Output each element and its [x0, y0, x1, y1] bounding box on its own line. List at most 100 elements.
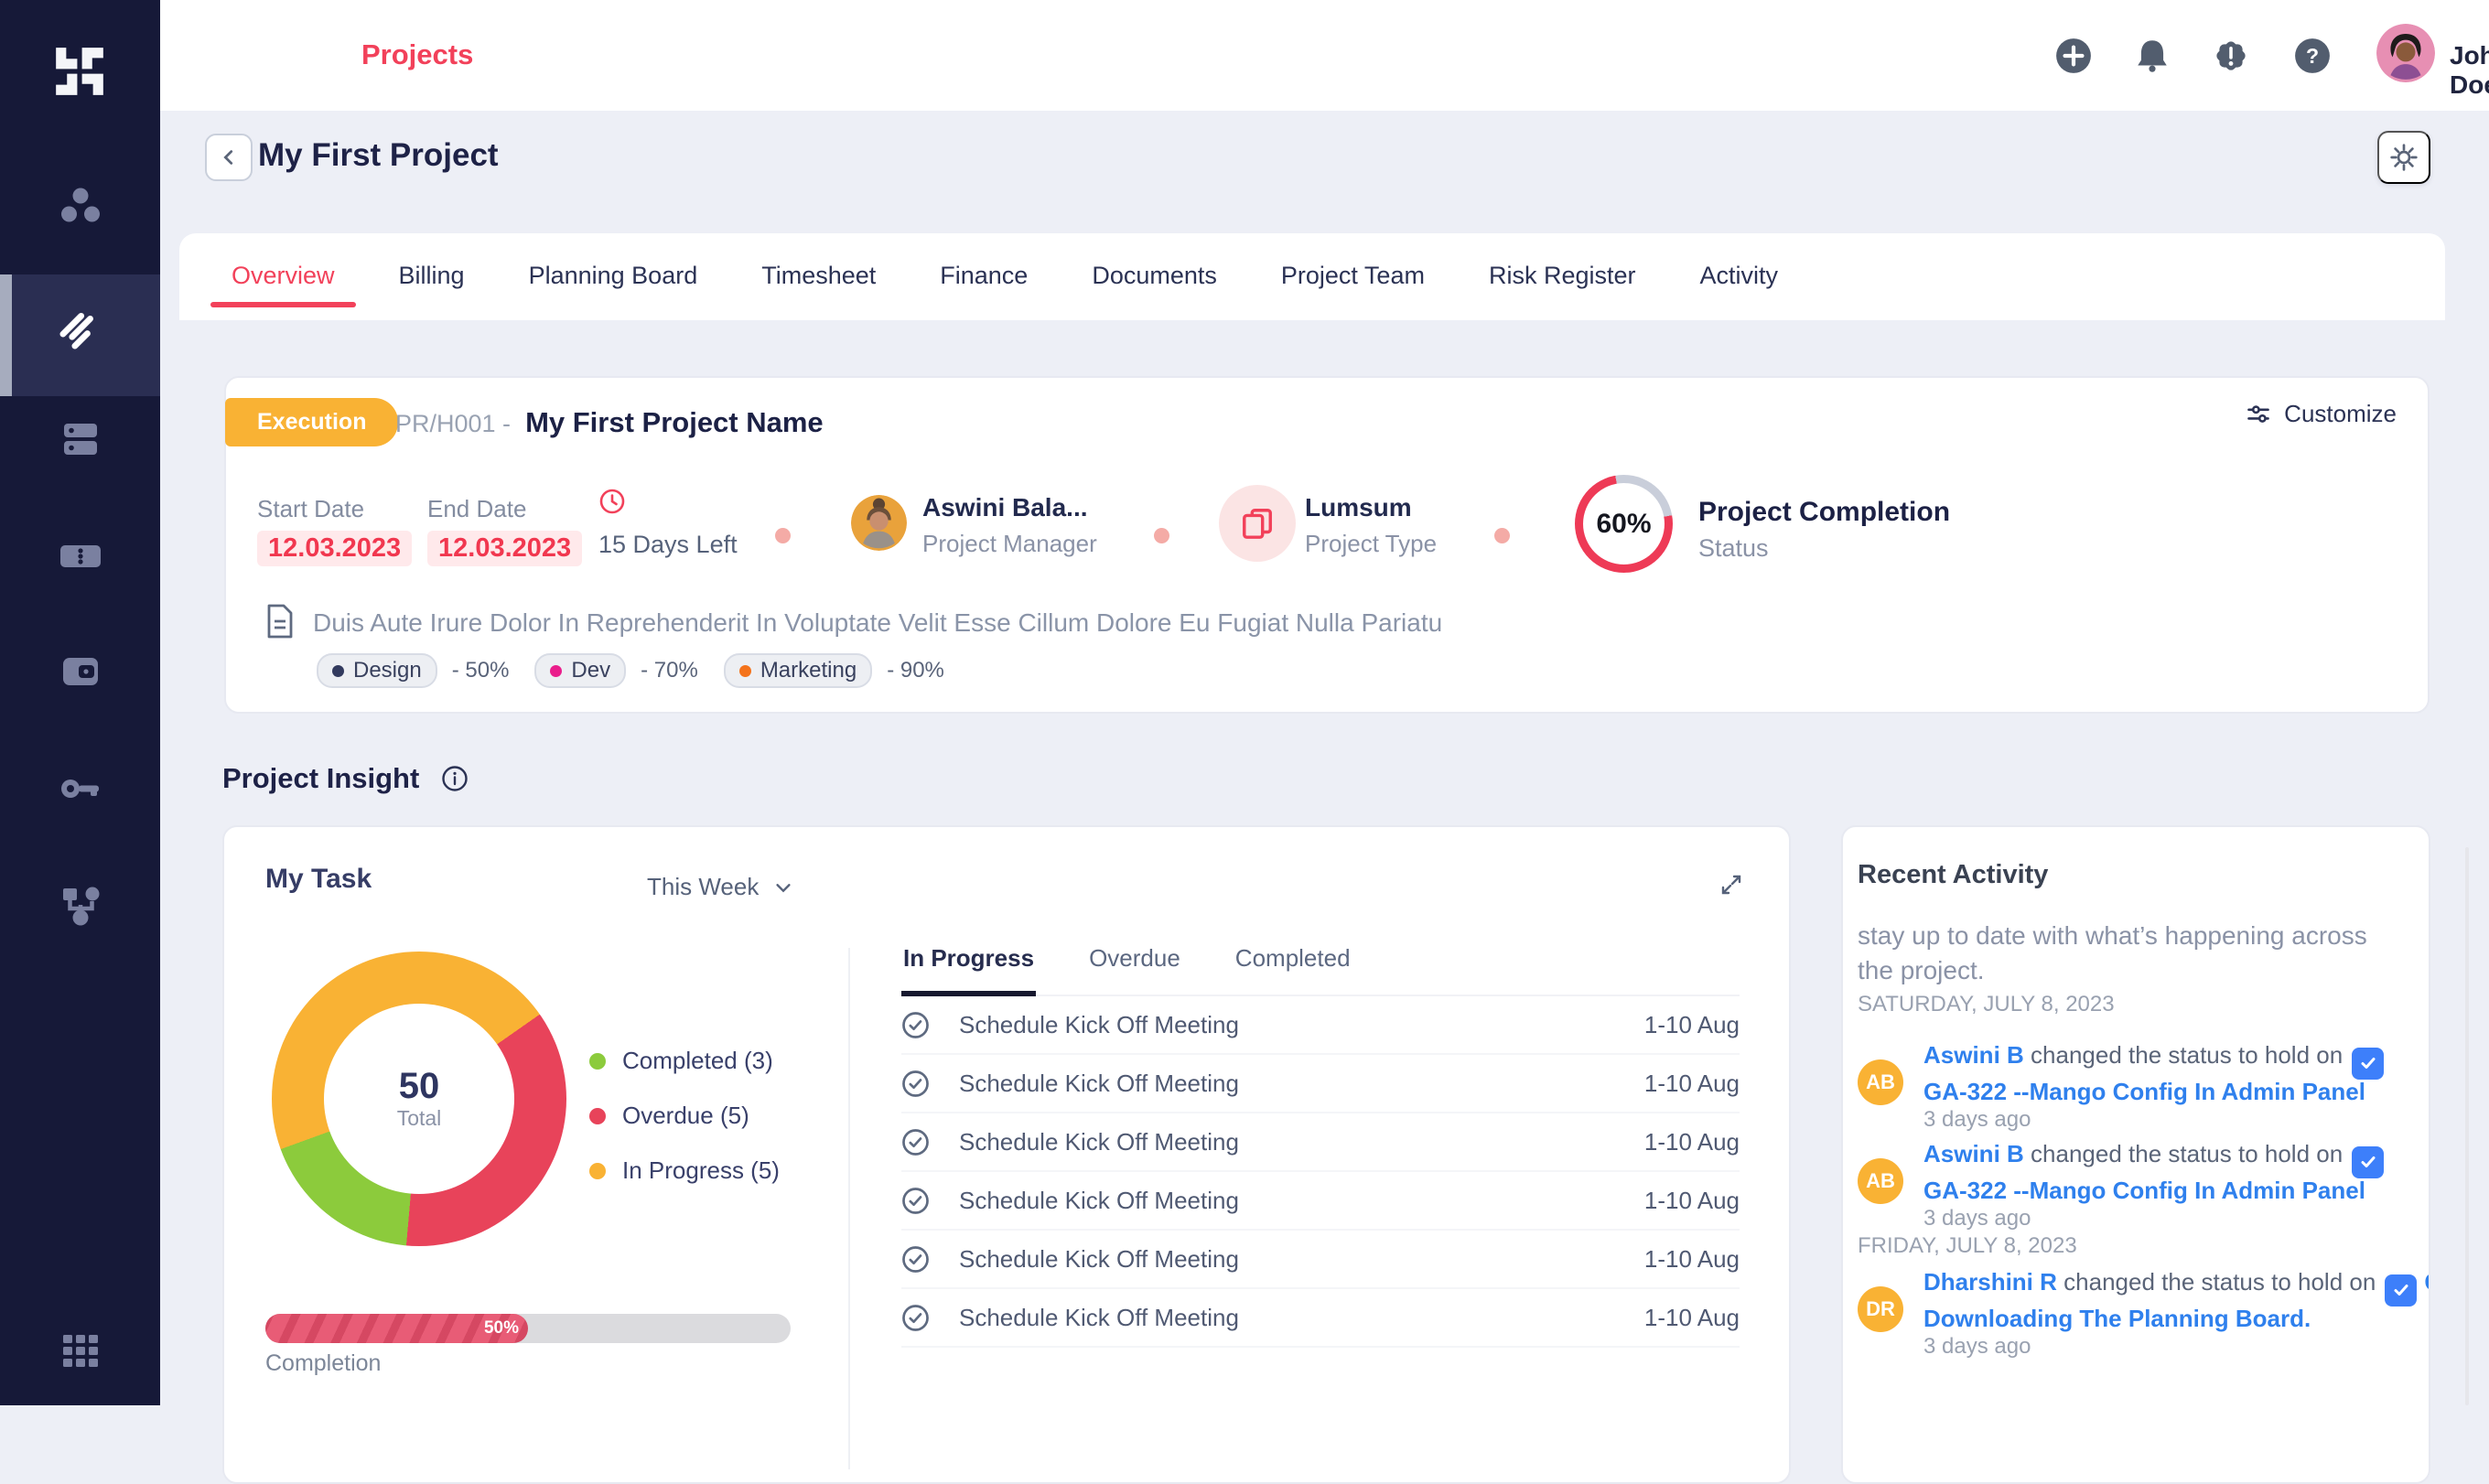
check-circle-icon[interactable]: [901, 1304, 930, 1332]
user-avatar[interactable]: [2376, 24, 2435, 82]
tab-project-team[interactable]: Project Team: [1280, 262, 1425, 289]
recent-activity-card: Recent Activity stay up to date with wha…: [1841, 825, 2430, 1484]
list-tab-overdue[interactable]: Overdue: [1089, 944, 1180, 972]
activity-action: changed the status to hold on: [2031, 1041, 2344, 1069]
list-tab-completed[interactable]: Completed: [1234, 944, 1351, 972]
sidebar-item-apps-grid-icon[interactable]: [0, 1328, 160, 1373]
check-circle-icon[interactable]: [901, 1011, 930, 1039]
task-row[interactable]: Schedule Kick Off Meeting 1-10 Aug: [901, 1055, 1740, 1113]
insight-title: Project Insight: [222, 762, 420, 794]
tab-documents[interactable]: Documents: [1092, 262, 1217, 289]
activity-link[interactable]: Downloading The Planning Board.: [1923, 1305, 2311, 1332]
tab-risk-register[interactable]: Risk Register: [1488, 262, 1636, 289]
sidebar-item-teams-icon[interactable]: [0, 182, 160, 230]
tab-planning-board[interactable]: Planning Board: [528, 262, 698, 289]
activity-link[interactable]: GA-322 --Mango Config In Admin Panel: [1923, 1078, 2365, 1105]
list-tab-in-progress[interactable]: In Progress: [901, 944, 1037, 996]
document-icon: [265, 603, 295, 644]
separator-dot: [1494, 528, 1510, 543]
sidebar: [0, 0, 160, 1405]
info-icon[interactable]: [441, 765, 469, 792]
scrollbar[interactable]: [2465, 847, 2469, 1405]
end-date-label: End Date: [427, 495, 527, 522]
tag-design[interactable]: Design: [317, 653, 437, 688]
task-row[interactable]: Schedule Kick Off Meeting 1-10 Aug: [901, 1231, 1740, 1289]
user-name[interactable]: John Doe: [2450, 41, 2489, 99]
project-code: PR/H001 -: [395, 410, 512, 437]
tab-finance[interactable]: Finance: [940, 262, 1029, 289]
activity-avatar: AB: [1858, 1059, 1903, 1105]
tab-overview[interactable]: Overview: [199, 233, 367, 320]
sidebar-item-tickets-icon[interactable]: [0, 532, 160, 581]
back-button[interactable]: [205, 134, 253, 181]
activity-actor[interactable]: Dharshini R: [1923, 1268, 2057, 1296]
activity-link[interactable]: GA-322 --Mango Config In Admin Panel: [1923, 1177, 2365, 1204]
tab-activity[interactable]: Activity: [1699, 262, 1779, 289]
activity-suffix[interactable]: GA: [2424, 1268, 2429, 1296]
customize-button[interactable]: Customize: [2246, 400, 2397, 428]
progress-fill: 50%: [265, 1314, 528, 1343]
task-list-tabs: In Progress Overdue Completed: [901, 944, 1740, 996]
progress-value: 50%: [483, 1318, 519, 1338]
sidebar-item-projects-icon[interactable]: [0, 302, 160, 355]
week-filter-dropdown[interactable]: This Week: [647, 873, 793, 901]
activity-item[interactable]: DR Dharshini R changed the status to hol…: [1858, 1268, 2429, 1367]
completion-sublabel: Status: [1698, 534, 1769, 562]
legend-dot: [589, 1162, 606, 1179]
task-row[interactable]: Schedule Kick Off Meeting 1-10 Aug: [901, 1113, 1740, 1172]
activity-item[interactable]: AB Aswini B changed the status to hold o…: [1858, 1041, 2429, 1140]
project-title-row: PR/H001 - My First Project Name: [395, 406, 824, 439]
project-manager-name: Aswini Bala...: [922, 493, 1088, 522]
tag-dev[interactable]: Dev: [534, 653, 627, 688]
start-date-label: Start Date: [257, 495, 365, 522]
activity-date-group: FRIDAY, JULY 8, 2023: [1858, 1233, 2077, 1258]
sidebar-item-servers-icon[interactable]: [0, 415, 160, 463]
task-row[interactable]: Schedule Kick Off Meeting 1-10 Aug: [901, 996, 1740, 1055]
tag-dot: [332, 664, 344, 677]
sidebar-item-hierarchy-icon[interactable]: [0, 881, 160, 929]
tab-billing[interactable]: Billing: [398, 262, 465, 289]
task-row[interactable]: Schedule Kick Off Meeting 1-10 Aug: [901, 1289, 1740, 1348]
tag-design-pct: - 50%: [451, 658, 510, 683]
alerts-badge-icon[interactable]: [2212, 37, 2250, 75]
page-title: My First Project: [258, 137, 499, 173]
expand-icon[interactable]: [1719, 873, 1743, 901]
tab-timesheet[interactable]: Timesheet: [761, 262, 877, 289]
completion-ring-value: 60%: [1596, 508, 1652, 539]
sidebar-item-wallet-icon[interactable]: [0, 648, 160, 695]
sidebar-item-access-key-icon[interactable]: [0, 765, 160, 812]
check-circle-icon[interactable]: [901, 1245, 930, 1274]
project-manager-avatar: [851, 495, 907, 551]
project-type-icon-wrap: [1219, 485, 1296, 562]
tag-dev-pct: - 70%: [641, 658, 698, 683]
check-circle-icon[interactable]: [901, 1128, 930, 1156]
add-icon[interactable]: [2054, 37, 2093, 75]
legend-overdue: Overdue (5): [589, 1102, 780, 1130]
tag-marketing[interactable]: Marketing: [723, 653, 873, 688]
help-icon[interactable]: ?: [2293, 37, 2332, 75]
activity-time: 3 days ago: [1923, 1107, 2031, 1132]
task-row[interactable]: Schedule Kick Off Meeting 1-10 Aug: [901, 1172, 1740, 1231]
checkbox-checked-icon[interactable]: [2352, 1145, 2385, 1178]
topbar: Projects ? John Doe: [160, 0, 2489, 111]
legend-in-progress: In Progress (5): [589, 1156, 780, 1185]
activity-time: 3 days ago: [1923, 1334, 2031, 1359]
tag-marketing-pct: - 90%: [887, 658, 944, 683]
end-date-value: 12.03.2023: [427, 531, 583, 566]
project-summary-card: Execution PR/H001 - My First Project Nam…: [224, 376, 2430, 714]
activity-actor[interactable]: Aswini B: [1923, 1041, 2024, 1069]
my-task-card: My Task This Week 50 Total Completed (3)…: [222, 825, 1791, 1484]
notifications-bell-icon[interactable]: [2133, 37, 2171, 75]
check-circle-icon[interactable]: [901, 1187, 930, 1215]
checkbox-checked-icon[interactable]: [2385, 1274, 2418, 1307]
activity-item[interactable]: AB Aswini B changed the status to hold o…: [1858, 1140, 2429, 1239]
divider: [848, 948, 850, 1469]
sidebar-active-bar: [0, 274, 12, 396]
copy-pages-icon: [1243, 509, 1272, 539]
project-type-value: Lumsum: [1305, 493, 1412, 522]
activity-actor[interactable]: Aswini B: [1923, 1140, 2024, 1167]
legend-completed: Completed (3): [589, 1047, 780, 1075]
settings-gear-button[interactable]: [2377, 131, 2430, 184]
check-circle-icon[interactable]: [901, 1070, 930, 1098]
checkbox-checked-icon[interactable]: [2352, 1047, 2385, 1080]
